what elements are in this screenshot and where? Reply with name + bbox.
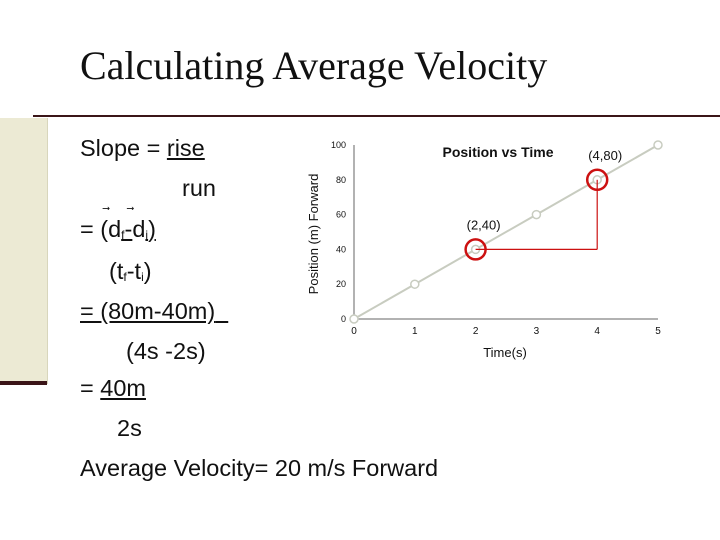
- f-subscript: f: [121, 228, 125, 242]
- i-subscript: i: [145, 228, 149, 242]
- y-tick-label: 100: [331, 140, 346, 150]
- slide-title: Calculating Average Velocity: [80, 43, 548, 88]
- t-mid: -t: [126, 258, 142, 284]
- average-velocity-text: Average Velocity= 20 m/s Forward: [80, 455, 439, 481]
- run-text: run: [182, 175, 216, 201]
- d-symbol: d: [108, 216, 122, 242]
- y-tick-label: 40: [336, 244, 346, 254]
- slope-label: Slope =: [80, 135, 167, 161]
- result-line: = 40m: [80, 375, 146, 402]
- x-tick-label: 4: [594, 326, 600, 337]
- close-paren: ): [143, 258, 152, 284]
- x-tick-label: 2: [473, 326, 479, 337]
- x-axis-label: Time(s): [483, 345, 527, 360]
- x-tick-label: 3: [534, 326, 540, 337]
- delta-d-line: = (⃗df-⃗di): [80, 216, 156, 243]
- numerator-values-text: = (80m-40m): [80, 298, 216, 324]
- denominator-values: (4s -2s): [126, 338, 206, 364]
- left-accent-bar-edge: [0, 381, 47, 385]
- title-divider: [33, 115, 720, 117]
- d-symbol: d: [132, 216, 146, 242]
- data-point: [410, 279, 420, 289]
- point-label: (4,80): [588, 148, 622, 163]
- point-label: (2,40): [467, 217, 501, 232]
- rise-text: rise: [166, 135, 205, 161]
- close-paren: ): [148, 216, 156, 242]
- eq-prefix: = (: [80, 216, 109, 242]
- slope-line: Slope = rise: [80, 135, 205, 162]
- dash: -: [124, 216, 133, 242]
- y-axis-label: Position (m) Forward: [306, 174, 321, 295]
- delta-t-line: (tf-ti): [109, 258, 152, 285]
- chart-title: Position vs Time: [443, 144, 554, 160]
- x-tick-label: 1: [412, 326, 418, 337]
- series-line: [353, 144, 659, 320]
- y-tick-label: 80: [336, 175, 346, 185]
- i-subscript: i: [141, 270, 144, 284]
- data-point: [653, 140, 663, 150]
- y-tick-label: 20: [336, 279, 346, 289]
- result-distance: 40m: [100, 375, 146, 401]
- numerator-values: = (80m-40m): [80, 298, 228, 325]
- y-tick-label: 60: [336, 210, 346, 220]
- x-tick-label: 5: [655, 326, 661, 337]
- x-tick-label: 0: [351, 326, 357, 337]
- f-subscript: f: [123, 270, 127, 284]
- left-accent-bar: [0, 118, 48, 384]
- result-time: 2s: [117, 415, 142, 441]
- y-tick-label: 0: [341, 314, 346, 324]
- data-point: [531, 209, 542, 220]
- result-prefix: =: [80, 375, 101, 401]
- data-point: [349, 314, 359, 324]
- t-open: (t: [109, 258, 124, 284]
